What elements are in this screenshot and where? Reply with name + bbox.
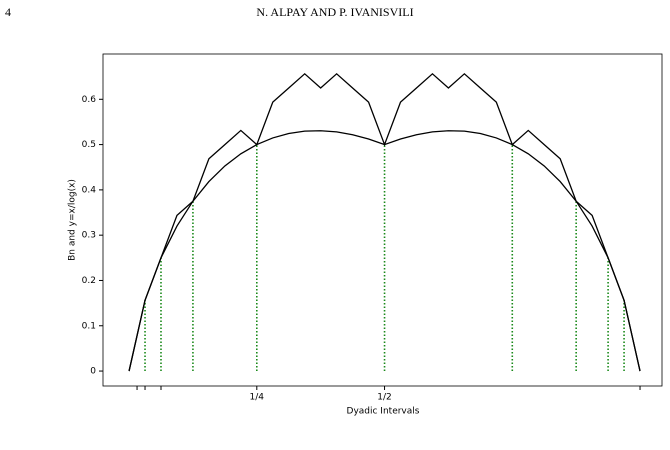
page-number: 4: [5, 5, 11, 19]
y-tick-label: 0.2: [82, 276, 96, 286]
y-tick-label: 0.6: [82, 95, 97, 105]
y-tick-label: 0.3: [82, 231, 96, 241]
y-tick-label: 0: [90, 367, 96, 377]
y-tick-label: 0.1: [82, 321, 96, 331]
x-tick-label: 1/4: [250, 393, 265, 403]
series-line: [128, 130, 641, 372]
axes-frame: [102, 53, 663, 387]
x-axis-label: Dyadic Intervals: [347, 407, 420, 417]
y-tick-label: 0.4: [82, 185, 97, 195]
y-axis-label: Bn and y=x/log(x): [68, 179, 78, 261]
series-line: [128, 72, 641, 372]
y-tick-label: 0.5: [82, 140, 96, 150]
running-head: N. ALPAY AND P. IVANISVILI: [256, 5, 413, 19]
x-tick-label: 1/2: [377, 393, 391, 403]
